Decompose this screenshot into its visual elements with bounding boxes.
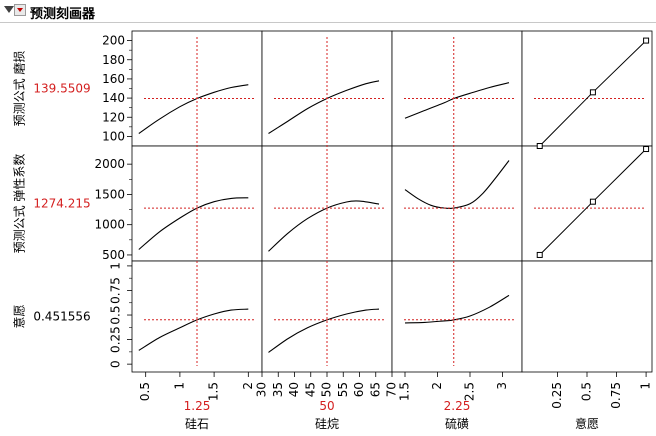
x-tick-label: 1.5 <box>398 382 412 401</box>
column-label: 硅石 <box>185 417 209 431</box>
y-tick-label: 140 <box>102 91 125 105</box>
window-title: 预测刻画器 <box>30 7 96 22</box>
y-tick-label: 500 <box>102 248 125 262</box>
y-tick-label: 0 <box>109 360 123 368</box>
profile-panel <box>391 30 523 147</box>
row-current-value: 1274.215 <box>33 197 90 211</box>
desirability-handle[interactable] <box>589 198 596 205</box>
prediction-profiler-chart: 10012014016018020050010001500200000.250.… <box>12 30 653 431</box>
profile-panel <box>521 30 653 147</box>
profile-panel <box>261 30 393 147</box>
desirability-handle[interactable] <box>536 143 543 149</box>
red-triangle-menu-icon[interactable] <box>14 4 26 16</box>
x-tick-label: 30 <box>255 382 269 397</box>
profile-panel <box>521 260 653 373</box>
column-label: 意愿 <box>575 416 599 431</box>
column-current-value: 50 <box>319 399 334 413</box>
x-tick-label: 0.5 <box>580 382 594 401</box>
column-current-value: 2.25 <box>444 399 471 413</box>
y-tick-label: 0.5 <box>109 305 123 324</box>
x-tick-label: 0.75 <box>609 382 623 409</box>
row-label: 预测公式 弹性系数 <box>12 154 27 254</box>
disclosure-triangle-icon[interactable] <box>4 6 14 13</box>
x-tick-label: 35 <box>271 382 285 397</box>
y-tick-label: 180 <box>102 53 125 67</box>
x-tick-label: 60 <box>352 382 366 397</box>
row-current-value: 139.5509 <box>33 82 90 96</box>
x-tick-label: 1 <box>639 382 653 390</box>
profiler-header: 预测刻画器 <box>0 0 656 23</box>
x-tick-label: 0.25 <box>550 382 564 409</box>
desirability-handle[interactable] <box>589 89 596 96</box>
x-tick-label: 2.5 <box>463 382 477 401</box>
x-tick-label: 1 <box>172 382 186 390</box>
y-tick-label: 0.75 <box>109 277 123 304</box>
y-tick-label: 0.25 <box>109 326 123 353</box>
x-tick-label: 2 <box>430 382 444 390</box>
desirability-handle[interactable] <box>643 146 650 153</box>
column-label: 硫磺 <box>445 416 469 431</box>
y-tick-label: 1000 <box>94 218 125 232</box>
y-tick-label: 100 <box>102 129 125 143</box>
desirability-handle[interactable] <box>643 37 650 44</box>
x-tick-label: 55 <box>336 382 350 397</box>
x-tick-label: 65 <box>368 382 382 397</box>
profile-panel <box>131 145 263 262</box>
x-tick-label: 1.5 <box>207 382 221 401</box>
x-tick-label: 0.5 <box>138 382 152 401</box>
x-tick-label: 40 <box>287 382 301 397</box>
profile-panel <box>391 260 523 373</box>
column-current-value: 1.25 <box>184 399 211 413</box>
y-tick-label: 1500 <box>94 187 125 201</box>
desirability-handle[interactable] <box>536 251 543 258</box>
y-tick-label: 120 <box>102 110 125 124</box>
x-tick-label: 3 <box>495 382 509 390</box>
profile-panel <box>391 145 523 262</box>
x-tick-label: 50 <box>320 382 334 397</box>
column-label: 硅烷 <box>315 417 339 431</box>
y-tick-label: 2000 <box>94 157 125 171</box>
profile-panel <box>521 145 653 262</box>
row-label: 预测公式 磨损 <box>13 51 27 127</box>
y-tick-label: 200 <box>102 34 125 48</box>
row-current-value: 0.451556 <box>33 310 90 324</box>
x-tick-label: 2 <box>241 382 255 390</box>
row-label: 意愿 <box>12 304 27 328</box>
y-tick-label: 160 <box>102 72 125 86</box>
profile-panel <box>131 30 263 147</box>
x-tick-label: 45 <box>303 382 317 397</box>
x-tick-label: 70 <box>385 382 399 397</box>
y-tick-label: 1 <box>109 262 123 270</box>
